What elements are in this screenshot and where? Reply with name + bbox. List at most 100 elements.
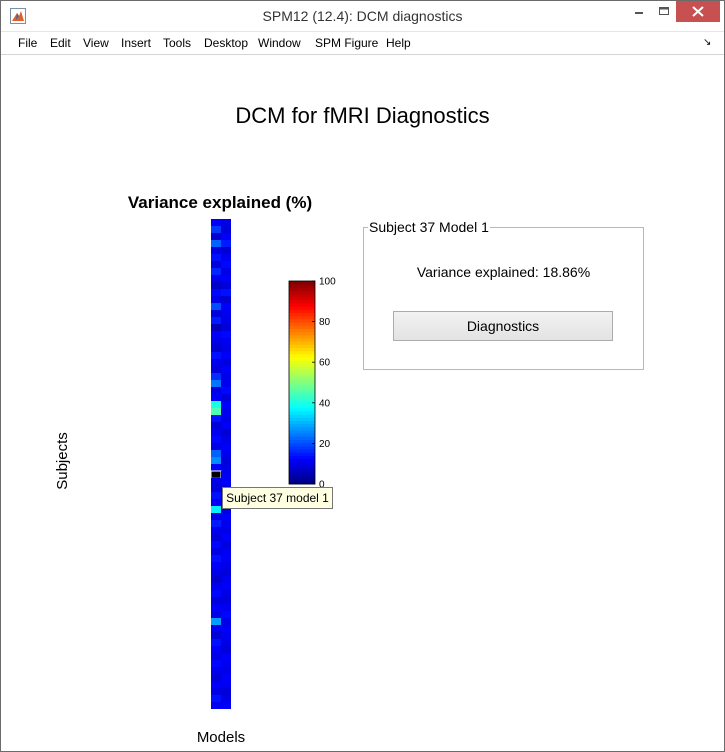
heatmap-cell[interactable] [221, 590, 231, 598]
heatmap-cell[interactable] [221, 338, 231, 346]
heatmap-cell[interactable] [221, 331, 231, 339]
heatmap-cell[interactable] [221, 443, 231, 451]
heatmap-cell[interactable] [211, 380, 221, 388]
minimize-button[interactable] [627, 1, 651, 22]
menu-desktop[interactable]: Desktop [204, 36, 249, 50]
heatmap-cell[interactable] [221, 450, 231, 458]
heatmap-cell[interactable] [221, 555, 231, 563]
heatmap-cell[interactable] [221, 226, 231, 234]
heatmap-cell[interactable] [221, 282, 231, 290]
heatmap-cell[interactable] [221, 457, 231, 465]
heatmap-cell[interactable] [221, 345, 231, 353]
heatmap-cell[interactable] [211, 653, 221, 661]
heatmap-cell[interactable] [221, 583, 231, 591]
heatmap-cell[interactable] [211, 492, 221, 500]
menu-edit[interactable]: Edit [50, 36, 71, 50]
heatmap-cell[interactable] [221, 625, 231, 633]
heatmap-cell[interactable] [211, 513, 221, 521]
heatmap-cell[interactable] [221, 254, 231, 262]
heatmap-cell[interactable] [211, 366, 221, 374]
menu-window[interactable]: Window [258, 36, 301, 50]
variance-heatmap[interactable] [211, 219, 231, 709]
heatmap-cell[interactable] [221, 569, 231, 577]
heatmap-cell[interactable] [211, 688, 221, 696]
heatmap-cell[interactable] [221, 408, 231, 416]
heatmap-cell[interactable] [211, 562, 221, 570]
heatmap-cell[interactable] [211, 310, 221, 318]
heatmap-cell[interactable] [221, 303, 231, 311]
heatmap-cell[interactable] [221, 296, 231, 304]
heatmap-cell[interactable] [211, 590, 221, 598]
menu-file[interactable]: File [18, 36, 38, 50]
heatmap-cell[interactable] [221, 667, 231, 675]
heatmap-cell[interactable] [211, 555, 221, 563]
heatmap-cell[interactable] [221, 373, 231, 381]
heatmap-cell[interactable] [211, 604, 221, 612]
heatmap-cell[interactable] [221, 401, 231, 409]
heatmap-cell[interactable] [221, 597, 231, 605]
heatmap-cell[interactable] [211, 359, 221, 367]
heatmap-cell[interactable] [221, 219, 231, 227]
heatmap-cell[interactable] [221, 289, 231, 297]
menu-help[interactable]: Help [386, 36, 411, 50]
heatmap-cell[interactable] [221, 352, 231, 360]
heatmap-cell[interactable] [211, 681, 221, 689]
heatmap-cell[interactable] [211, 527, 221, 535]
heatmap-cell[interactable] [221, 653, 231, 661]
heatmap-cell[interactable] [221, 415, 231, 423]
heatmap-cell[interactable] [211, 464, 221, 472]
heatmap-cell[interactable] [221, 611, 231, 619]
heatmap-cell[interactable] [211, 303, 221, 311]
menu-insert[interactable]: Insert [121, 36, 152, 50]
heatmap-cell[interactable] [211, 324, 221, 332]
heatmap-cell[interactable] [211, 401, 221, 409]
matlab-icon[interactable] [10, 8, 26, 24]
heatmap-cell[interactable] [221, 464, 231, 472]
heatmap-cell[interactable] [211, 646, 221, 654]
heatmap-cell[interactable] [221, 646, 231, 654]
heatmap-cell[interactable] [211, 352, 221, 360]
heatmap-cell[interactable] [211, 457, 221, 465]
heatmap-cell[interactable] [211, 611, 221, 619]
heatmap-cell[interactable] [221, 632, 231, 640]
heatmap-cell[interactable] [221, 604, 231, 612]
heatmap-cell[interactable] [221, 261, 231, 269]
heatmap-cell[interactable] [211, 394, 221, 402]
heatmap-cell[interactable] [221, 513, 231, 521]
heatmap-cell[interactable] [211, 226, 221, 234]
heatmap-cell[interactable] [211, 583, 221, 591]
heatmap-cell[interactable] [221, 688, 231, 696]
heatmap-cell[interactable] [211, 338, 221, 346]
heatmap-cell[interactable] [211, 597, 221, 605]
heatmap-cell[interactable] [221, 548, 231, 556]
diagnostics-button[interactable]: Diagnostics [393, 311, 613, 341]
heatmap-cell[interactable] [211, 702, 221, 709]
heatmap-cell[interactable] [211, 254, 221, 262]
heatmap-cell[interactable] [211, 618, 221, 626]
heatmap-cell[interactable] [211, 660, 221, 668]
heatmap-cell[interactable] [211, 261, 221, 269]
heatmap-cell[interactable] [211, 247, 221, 255]
heatmap-cell[interactable] [221, 660, 231, 668]
heatmap-cell[interactable] [211, 569, 221, 577]
heatmap-cell[interactable] [211, 534, 221, 542]
heatmap-cell[interactable] [221, 618, 231, 626]
heatmap-cell[interactable] [211, 331, 221, 339]
heatmap-cell[interactable] [221, 674, 231, 682]
heatmap-cell[interactable] [221, 380, 231, 388]
heatmap-cell[interactable] [211, 429, 221, 437]
heatmap-cell[interactable] [211, 317, 221, 325]
heatmap-cell[interactable] [211, 373, 221, 381]
heatmap-cell[interactable] [221, 506, 231, 514]
heatmap-cell[interactable] [211, 219, 221, 227]
heatmap-cell[interactable] [221, 359, 231, 367]
arrow-icon[interactable]: ↘ [703, 37, 712, 48]
heatmap-cell[interactable] [221, 422, 231, 430]
heatmap-cell[interactable] [211, 422, 221, 430]
heatmap-cell[interactable] [211, 695, 221, 703]
heatmap-cell[interactable] [221, 366, 231, 374]
heatmap-cell[interactable] [211, 233, 221, 241]
heatmap-cell[interactable] [221, 317, 231, 325]
heatmap-cell[interactable] [211, 436, 221, 444]
heatmap-cell[interactable] [221, 541, 231, 549]
